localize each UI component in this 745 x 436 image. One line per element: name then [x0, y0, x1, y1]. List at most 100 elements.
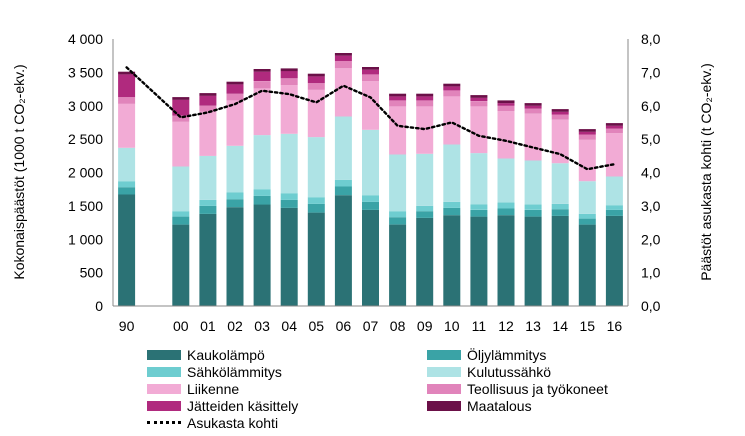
bar-segment-14-5	[551, 114, 569, 120]
bar-segment-16-3	[605, 176, 623, 206]
bar-segment-90-1	[118, 187, 136, 195]
bar-segment-00-6	[172, 99, 190, 116]
bar-segment-04-5	[280, 78, 298, 86]
bar-segment-11-4	[470, 106, 488, 154]
bar-segment-04-3	[280, 133, 298, 194]
bar-segment-13-4	[524, 113, 542, 161]
bar-segment-08-7	[389, 93, 407, 97]
bar-segment-07-4	[362, 81, 379, 130]
x-tick-label: 05	[309, 318, 325, 334]
bar-segment-10-1	[443, 207, 461, 216]
bar-segment-15-7	[578, 129, 596, 132]
bar-segment-09-6	[416, 96, 434, 101]
bar-segment-90-5	[118, 97, 136, 104]
bar-segment-06-6	[334, 55, 352, 61]
bar-segment-09-5	[416, 100, 434, 107]
bar-segment-12-2	[497, 202, 515, 209]
bar-segment-08-1	[389, 217, 407, 225]
bar-segment-02-4	[226, 100, 244, 146]
x-tick-label: 10	[444, 318, 460, 334]
right-tick-label: 7,0	[641, 64, 661, 80]
bar-segment-05-3	[307, 137, 325, 198]
bar-segment-12-6	[497, 103, 515, 106]
legend-swatch	[147, 400, 181, 411]
legend-label: Asukasta kohti	[187, 414, 279, 431]
bar-segment-12-4	[497, 111, 515, 159]
legend-item-liikenne: Liikenne	[147, 380, 239, 397]
bar-segment-14-1	[551, 209, 569, 216]
right-tick-label: 2,0	[641, 231, 661, 247]
bar-segment-03-4	[253, 88, 271, 136]
legend-item-jatteiden: Jätteiden käsittely	[147, 397, 298, 414]
x-tick-label: 01	[200, 318, 216, 334]
bar-segment-12-7	[497, 100, 515, 104]
right-tick-label: 4,0	[641, 165, 661, 181]
bar-segment-13-1	[524, 209, 542, 217]
legend-label: Kulutussähkö	[467, 363, 552, 380]
x-tick-label: 90	[119, 318, 135, 334]
bar-segment-07-0	[362, 209, 379, 306]
bar-segment-14-0	[551, 215, 569, 306]
legend-label: Liikenne	[187, 380, 240, 397]
bar-segment-08-4	[389, 106, 407, 155]
bar-segment-00-0	[172, 224, 190, 306]
bar-segment-06-7	[334, 53, 352, 56]
legend-item-teollisuus: Teollisuus ja työkoneet	[427, 380, 608, 397]
bar-segment-03-3	[253, 135, 271, 190]
bar-segment-90-3	[118, 147, 136, 182]
x-tick-labels: 90 00 01 02 03 04 05 06 07 08 09 10 11 12 13 14 15 16	[119, 318, 623, 334]
legend-item-maatalous: Maatalous	[427, 397, 532, 414]
bar-segment-05-2	[307, 197, 325, 204]
bar-segment-09-1	[416, 211, 434, 218]
bar-segment-08-5	[389, 100, 407, 107]
left-tick-label: 2 500	[68, 131, 103, 147]
legend-swatch	[147, 383, 181, 394]
x-tick-label: 09	[417, 318, 433, 334]
bar-segment-02-1	[226, 199, 244, 208]
bar-segment-15-1	[578, 218, 596, 225]
bar-segment-04-1	[280, 199, 298, 208]
bar-segment-07-2	[362, 195, 379, 202]
bar-segment-01-0	[199, 213, 217, 306]
bar-segment-13-2	[524, 204, 542, 210]
bar-segment-16-4	[605, 133, 623, 177]
bar-segment-12-0	[497, 215, 515, 306]
right-tick-label: 6,0	[641, 98, 661, 114]
bar-segment-03-2	[253, 189, 271, 196]
bar-segment-05-1	[307, 203, 325, 213]
bar-segment-07-1	[362, 201, 379, 210]
bar-segment-03-6	[253, 71, 271, 81]
bar-segment-10-2	[443, 201, 461, 208]
legend-item-sahkolammitys: Sähkölämmitys	[147, 363, 282, 380]
left-tick-label: 500	[80, 265, 104, 281]
bar-segment-15-6	[578, 131, 596, 135]
bar-segment-09-7	[416, 93, 434, 97]
left-axis-title: Kokonaispäästöt (1000 t CO₂-ekv.)	[11, 64, 27, 279]
bars-layer	[118, 53, 623, 306]
bar-segment-14-3	[551, 163, 569, 204]
bar-segment-05-4	[307, 89, 325, 138]
bar-segment-10-6	[443, 86, 461, 91]
bar-segment-00-7	[172, 97, 190, 100]
x-tick-label: 15	[580, 318, 596, 334]
legend-label: Sähkölämmitys	[187, 363, 282, 380]
bar-segment-11-6	[470, 97, 488, 101]
bar-segment-14-6	[551, 111, 569, 115]
bar-segment-14-7	[551, 109, 569, 112]
legend-swatch	[147, 349, 181, 360]
bar-segment-04-0	[280, 207, 298, 306]
bar-segment-16-7	[605, 123, 623, 126]
bar-segment-90-6	[118, 74, 136, 98]
right-tick-labels: 0,0 1,0 2,0 3,0 4,0 5,0 6,0 7,0 8,0	[641, 31, 661, 314]
bar-segment-12-3	[497, 158, 515, 203]
bar-segment-15-0	[578, 224, 596, 306]
bar-segment-13-5	[524, 108, 542, 114]
left-tick-labels: 0 500 1 000 1 500 2 000 2 500 3 000 3 500 4 000	[68, 31, 103, 314]
bar-segment-08-6	[389, 96, 407, 101]
legend-swatch	[427, 383, 461, 394]
legend: Kaukolämpö Öljylämmitys Sähkölämmitys Ku…	[147, 346, 647, 434]
bar-segment-15-3	[578, 181, 596, 214]
bar-segment-90-0	[118, 194, 136, 306]
bar-segment-09-2	[416, 205, 434, 212]
legend-swatch	[427, 400, 461, 411]
